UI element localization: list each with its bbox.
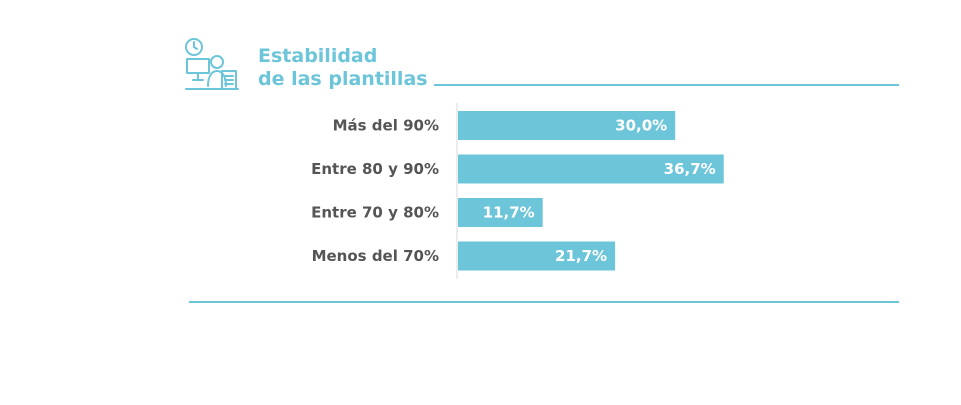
title-line-2: de las plantillas xyxy=(258,68,428,90)
category-label: Entre 70 y 80% xyxy=(311,204,439,222)
value-label: 11,7% xyxy=(483,204,535,222)
office-worker-clock-icon xyxy=(185,38,239,90)
category-label: Más del 90% xyxy=(333,117,439,135)
category-label: Entre 80 y 90% xyxy=(311,160,439,178)
bar xyxy=(458,198,543,227)
category-label: Menos del 70% xyxy=(312,247,439,265)
bar xyxy=(458,241,616,271)
bottom-divider xyxy=(189,301,899,303)
value-label: 21,7% xyxy=(555,247,607,265)
value-label: 36,7% xyxy=(664,160,716,178)
value-label: 30,0% xyxy=(615,117,667,135)
title-line-1: Estabilidad xyxy=(258,45,378,67)
bar xyxy=(458,111,676,140)
title-underline xyxy=(434,84,899,86)
chart-title: Estabilidad de las plantillas xyxy=(258,45,428,91)
bar xyxy=(458,154,724,184)
